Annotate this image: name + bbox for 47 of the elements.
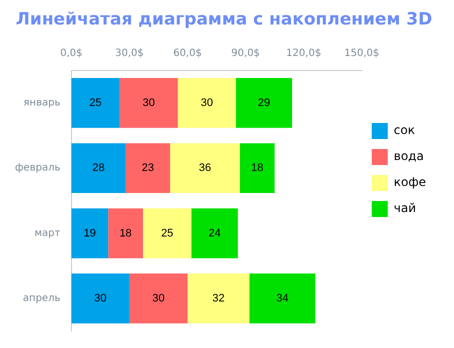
bar	[120, 78, 178, 128]
bar	[188, 274, 250, 324]
legend-label: сок	[394, 123, 415, 138]
y-tick-label: февраль	[14, 162, 60, 174]
bar	[71, 208, 108, 258]
data-label: 18	[251, 162, 264, 174]
x-tick-label: 90,0$	[231, 48, 260, 59]
x-tick-label: 30,0$	[115, 48, 144, 59]
bar	[71, 78, 120, 128]
y-tick-label: январь	[24, 98, 60, 109]
data-label: 30	[200, 97, 214, 110]
data-label: 18	[119, 227, 132, 240]
data-label: 30	[152, 292, 165, 304]
bar	[71, 143, 126, 194]
x-tick-label: 120,0$	[286, 48, 322, 59]
y-tick-label: март	[34, 228, 61, 239]
legend-label: кофе	[394, 175, 426, 190]
legend-label: чай	[394, 201, 416, 216]
y-tick-label: апрель	[22, 293, 60, 304]
x-tick-label: 0,0$	[60, 48, 82, 59]
bar	[191, 208, 238, 258]
data-label: 30	[94, 292, 107, 304]
data-label: 30	[142, 97, 155, 110]
data-label: 25	[89, 97, 102, 110]
data-label: 34	[276, 292, 289, 304]
bar	[236, 78, 292, 128]
bar	[71, 274, 130, 324]
bar	[240, 143, 275, 194]
data-label: 32	[212, 292, 225, 304]
bar	[142, 208, 192, 258]
bar	[178, 78, 236, 128]
data-label: 28	[92, 162, 105, 174]
legend-label: вода	[394, 149, 424, 164]
x-tick-label: 60,0$	[173, 48, 202, 59]
data-label: 29	[258, 97, 270, 110]
data-label: 19	[84, 227, 96, 240]
bar	[129, 274, 188, 324]
data-label: 23	[142, 162, 154, 174]
data-label: 25	[161, 227, 174, 240]
bar	[249, 274, 316, 324]
data-label: 24	[208, 227, 221, 240]
bar	[108, 208, 143, 258]
data-label: 36	[198, 162, 212, 174]
bar	[126, 143, 170, 194]
x-tick-label: 150,0$	[344, 48, 380, 59]
chart-title: Линейчатая диаграмма с накоплением 3D	[16, 10, 432, 30]
bar	[170, 143, 240, 194]
